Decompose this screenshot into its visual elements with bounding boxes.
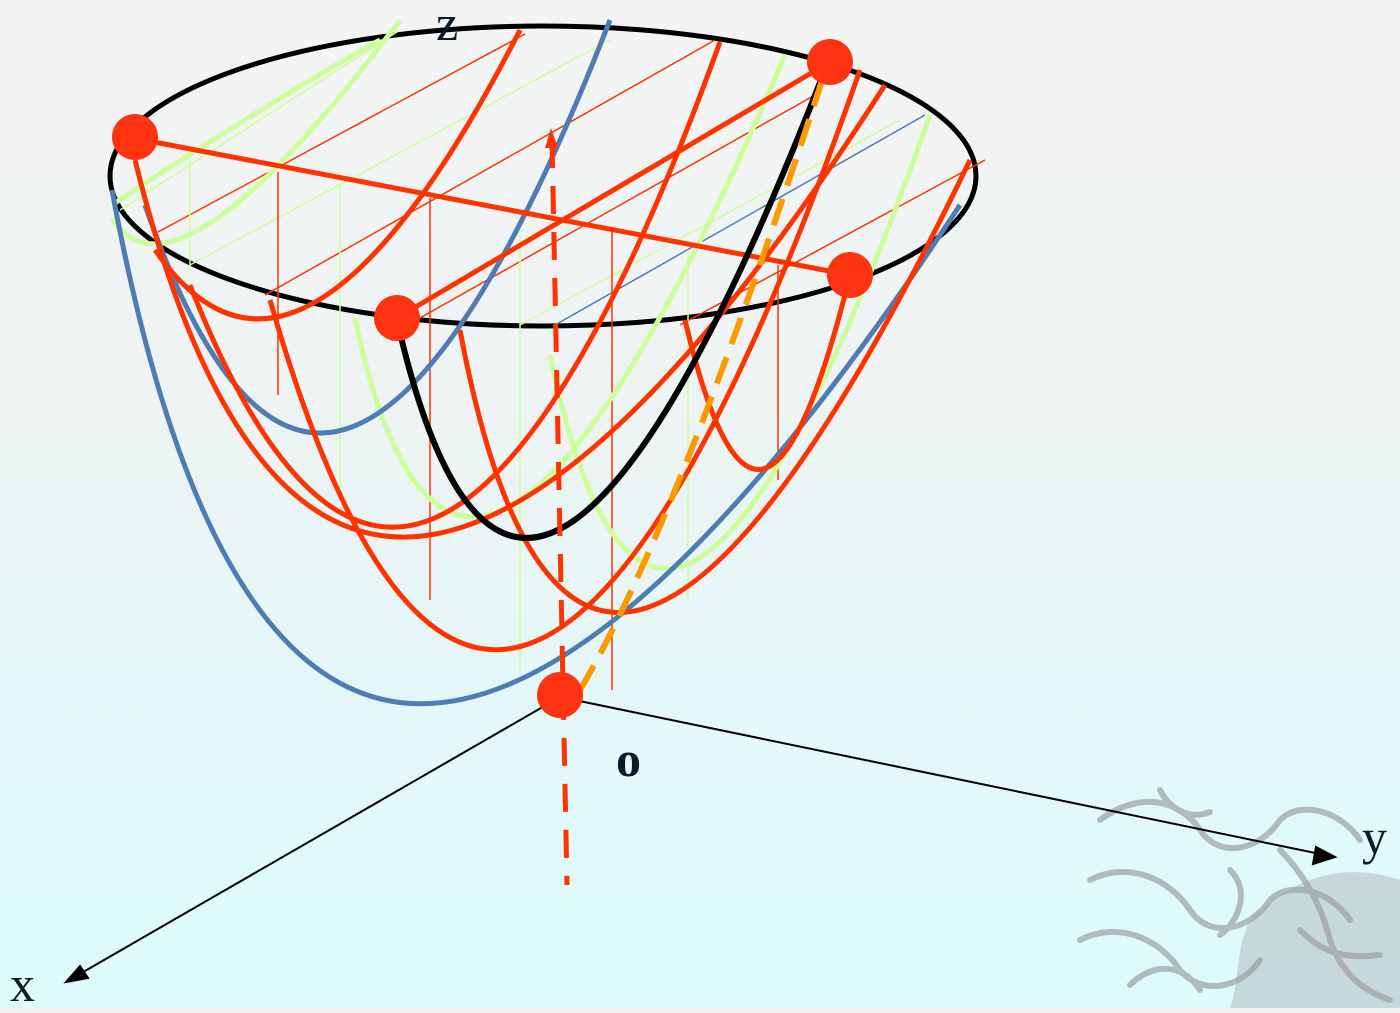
coordinate-axes: [63, 696, 1338, 984]
origin-label: o: [616, 731, 641, 787]
y-axis-line: [559, 696, 1326, 856]
parabola-curves-red: [132, 28, 973, 653]
x-axis-line: [77, 696, 561, 976]
point-vertex: [537, 672, 583, 718]
paraboloid-rim: [107, 23, 979, 329]
parabola-curves-blue: [109, 19, 963, 707]
dragon-watermark-fill: [1230, 872, 1400, 1008]
y-axis-arrowhead: [1311, 845, 1338, 866]
z-axis-label: z: [436, 0, 459, 51]
surface-points: [112, 39, 873, 718]
point-left: [112, 114, 158, 160]
x-axis-arrowhead: [63, 964, 90, 984]
point-right: [827, 252, 873, 298]
point-back-right: [807, 39, 853, 85]
z-axis-dashed: [549, 139, 570, 886]
point-front: [374, 295, 420, 341]
x-axis-label: x: [10, 956, 35, 1012]
orange-dashed-curve: [577, 61, 831, 692]
principal-parabola: [394, 60, 831, 541]
rim-diameters: [132, 59, 851, 321]
y-axis-label: y: [1362, 809, 1387, 865]
dragon-watermark: [1077, 787, 1393, 1003]
z-axis-arrowhead: [545, 128, 558, 148]
